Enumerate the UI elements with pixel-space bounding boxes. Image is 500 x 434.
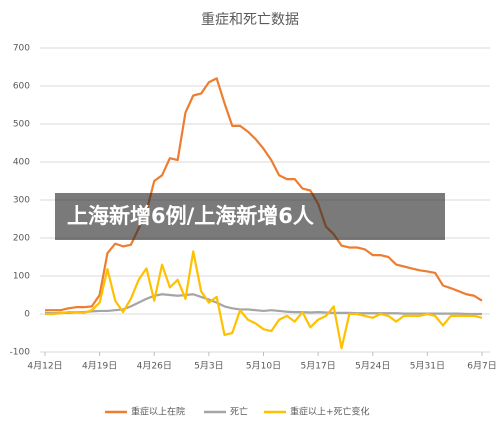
series-line <box>45 250 483 350</box>
x-tick-label: 4月19日 <box>82 361 117 372</box>
x-tick-label: 6月7日 <box>467 361 496 372</box>
series-line <box>45 77 483 312</box>
y-tick-label: 700 <box>13 44 30 54</box>
overlay-banner: 上海新增6例/上海新增6人 <box>55 193 445 240</box>
y-tick-label: 200 <box>13 234 30 244</box>
x-tick-label: 4月26日 <box>137 361 172 372</box>
series-line <box>44 293 482 316</box>
x-tick-label: 5月17日 <box>301 361 336 372</box>
y-tick-label: 600 <box>13 82 30 92</box>
x-tick-label: 4月12日 <box>27 361 62 372</box>
x-tick-label: 5月24日 <box>355 361 390 372</box>
x-tick-label: 5月3日 <box>194 361 223 372</box>
x-tick-label: 5月10日 <box>246 361 281 372</box>
legend-label: 重症以上+死亡变化 <box>290 406 370 418</box>
y-tick-label: 500 <box>13 120 30 130</box>
legend-label: 死亡 <box>230 406 248 418</box>
y-tick-label: 100 <box>13 272 30 282</box>
x-tick-label: 5月31日 <box>410 361 445 372</box>
y-tick-label: 300 <box>13 196 30 206</box>
y-tick-label: 400 <box>13 158 30 168</box>
legend-label: 重症以上在院 <box>131 406 185 418</box>
chart-title: 重症和死亡数据 <box>201 12 299 28</box>
y-tick-label: 0 <box>24 310 30 320</box>
y-tick-label: -100 <box>10 348 31 358</box>
